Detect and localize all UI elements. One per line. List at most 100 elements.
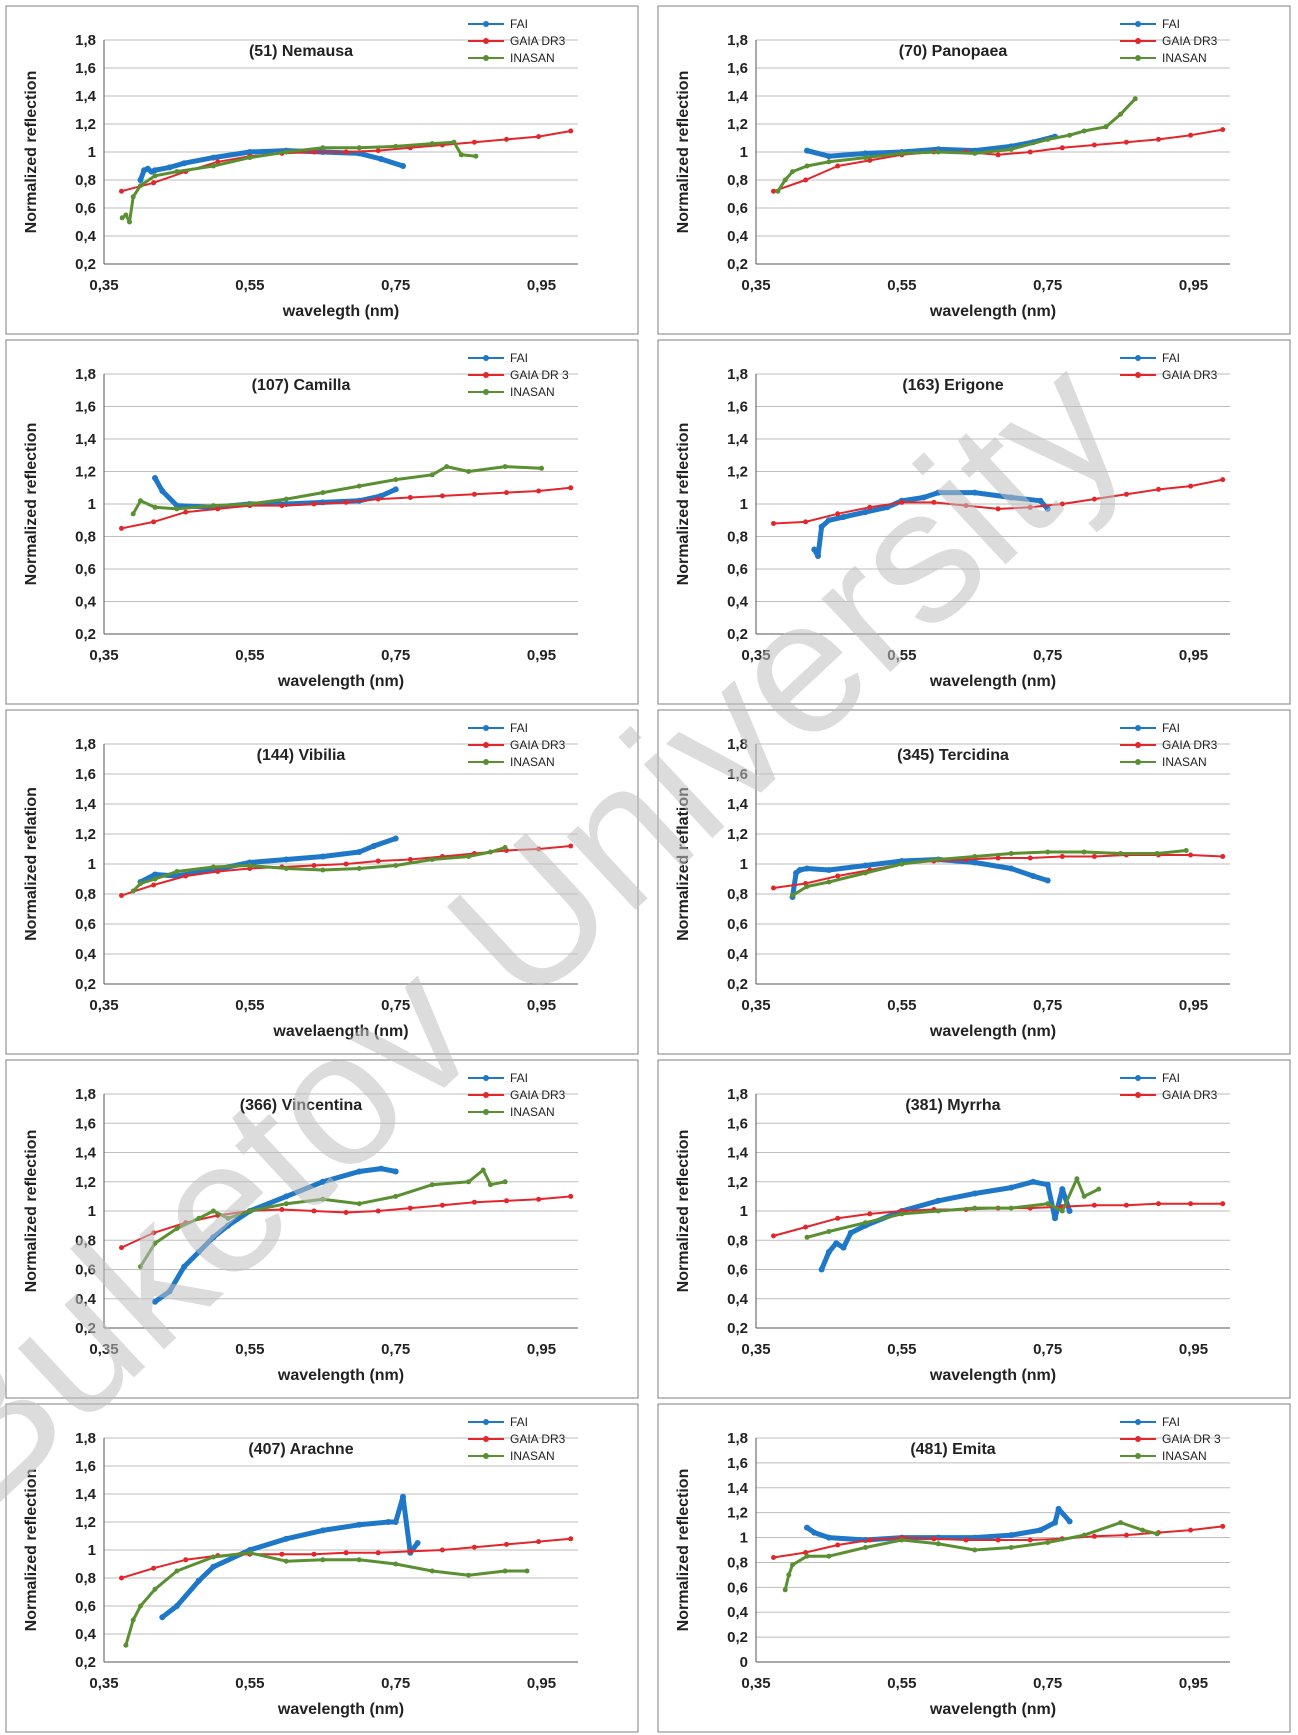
data-point — [803, 177, 809, 183]
legend-label: FAI — [1162, 17, 1180, 31]
data-point — [862, 870, 868, 876]
legend-marker — [1135, 21, 1141, 27]
x-tick-label: 0,35 — [89, 1341, 118, 1358]
data-point — [835, 873, 841, 879]
data-point — [1027, 1537, 1033, 1543]
data-point — [935, 489, 942, 496]
data-point — [130, 888, 136, 894]
x-tick-label: 0,75 — [1033, 277, 1062, 294]
data-point — [536, 1539, 542, 1545]
data-point — [804, 884, 810, 889]
data-point — [343, 1210, 349, 1215]
y-tick-label: 1 — [740, 144, 748, 161]
data-point — [439, 493, 445, 499]
y-tick-label: 0,6 — [727, 1262, 748, 1279]
data-point — [1220, 854, 1226, 859]
data-point — [504, 136, 509, 142]
data-point — [971, 489, 978, 496]
data-point — [825, 517, 832, 524]
data-point — [502, 1568, 508, 1574]
data-point — [138, 881, 143, 886]
data-point — [152, 173, 158, 179]
chart-title: (107) Camilla — [252, 377, 351, 394]
x-tick-label: 0,95 — [527, 1675, 556, 1692]
data-point — [119, 893, 124, 898]
data-point — [458, 152, 464, 158]
x-tick-label: 0,55 — [887, 277, 916, 294]
legend-marker — [483, 1419, 489, 1425]
y-tick-label: 0,6 — [75, 1262, 96, 1279]
data-point — [385, 1519, 392, 1525]
data-point — [835, 1542, 841, 1548]
data-point — [247, 1550, 253, 1556]
data-point — [119, 188, 124, 194]
data-point — [818, 1266, 825, 1273]
x-tick-label: 0,95 — [527, 647, 556, 664]
y-axis-label: Normalized reflation — [675, 787, 692, 941]
data-point — [833, 1240, 840, 1247]
chart-title: (144) Vibilia — [257, 747, 346, 764]
y-tick-label: 1,2 — [727, 826, 748, 843]
data-point — [151, 882, 157, 888]
data-point — [804, 147, 810, 154]
y-axis-label: Normalized reflection — [675, 423, 692, 586]
data-point — [283, 496, 289, 502]
data-point — [320, 490, 326, 496]
legend-marker — [1135, 725, 1141, 731]
y-tick-label: 1,8 — [75, 32, 96, 49]
legend-marker — [483, 1436, 489, 1442]
y-tick-label: 1,8 — [75, 1430, 96, 1447]
data-point — [343, 149, 349, 155]
y-tick-label: 1,8 — [727, 1086, 748, 1103]
x-axis-label: wavelength (nm) — [929, 673, 1056, 690]
data-point — [1091, 1202, 1097, 1208]
x-tick-label: 0,35 — [741, 647, 770, 664]
data-point — [504, 490, 509, 496]
y-tick-label: 1 — [740, 856, 748, 873]
legend-marker — [483, 742, 489, 748]
data-point — [835, 511, 841, 517]
data-point — [215, 506, 221, 512]
x-tick-label: 0,55 — [235, 647, 264, 664]
data-point — [183, 873, 189, 879]
data-point — [183, 1557, 189, 1563]
data-point — [1027, 149, 1033, 155]
data-point — [536, 488, 542, 494]
y-tick-label: 0,4 — [727, 228, 749, 245]
x-axis-label: wavelength (nm) — [277, 1367, 404, 1384]
data-point — [283, 1201, 289, 1207]
data-point — [862, 1545, 868, 1550]
legend-label: INASAN — [1162, 51, 1207, 65]
x-axis-label: wavelegth (nm) — [282, 303, 399, 320]
data-point — [414, 1540, 421, 1546]
chart-panel-8: 0,2 0,4 0,6 0,8 1 1,2 1,4 1,6 1,8 0,35 0,55 0,75 0,9… — [657, 1059, 1291, 1399]
data-point — [1067, 132, 1073, 138]
data-point — [444, 464, 450, 470]
data-point — [1045, 849, 1051, 855]
data-point — [119, 215, 125, 221]
data-point — [210, 154, 217, 161]
data-point — [210, 864, 216, 870]
data-point — [971, 859, 978, 866]
x-tick-label: 0,55 — [235, 1675, 264, 1692]
data-point — [356, 145, 362, 151]
data-point — [867, 157, 873, 163]
y-tick-label: 0,2 — [75, 1320, 96, 1337]
data-point — [439, 1202, 445, 1208]
data-point — [466, 1572, 472, 1578]
data-point — [1220, 1523, 1226, 1529]
y-tick-label: 1,4 — [727, 88, 749, 105]
data-point — [1037, 497, 1044, 504]
y-tick-label: 1,2 — [75, 1174, 96, 1191]
data-point — [1074, 1176, 1080, 1182]
data-point — [137, 177, 144, 183]
data-point — [392, 1519, 399, 1525]
data-point — [935, 1208, 941, 1214]
legend-marker — [1135, 38, 1141, 44]
legend-marker — [1135, 372, 1141, 378]
data-point — [899, 1211, 905, 1217]
data-point — [151, 1230, 157, 1236]
y-tick-label: 1 — [88, 1203, 96, 1220]
data-point — [972, 1205, 978, 1211]
data-point — [429, 141, 435, 147]
